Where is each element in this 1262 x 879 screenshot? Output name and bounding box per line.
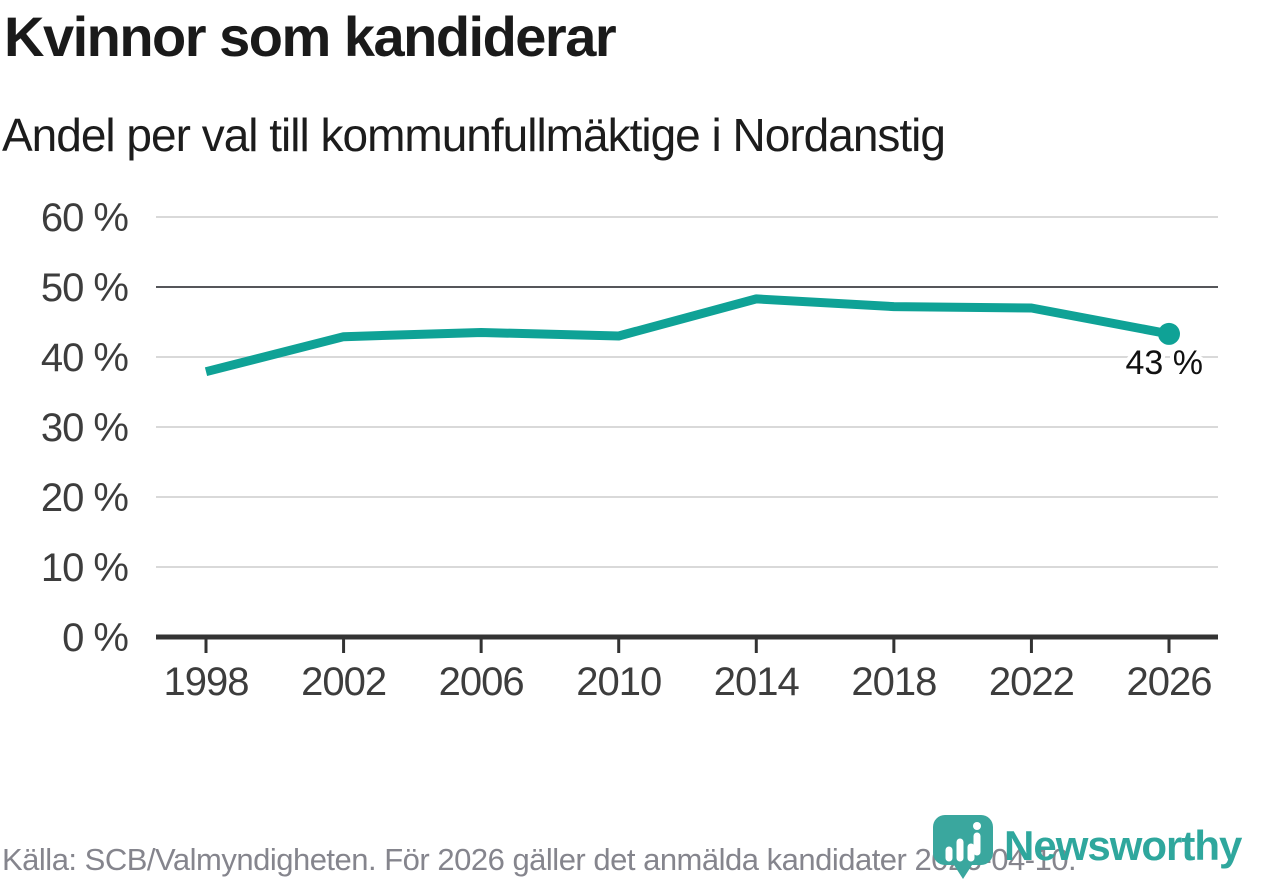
y-axis-tick-label: 20 % [41,476,129,520]
series-line [204,294,1170,377]
x-axis-tick-label: 2026 [1127,660,1212,704]
newsworthy-wordmark: Newsworthy [1004,822,1242,869]
x-axis-tick-label: 2022 [989,660,1074,704]
newsworthy-logo-icon [933,815,993,879]
y-axis-tick-label: 10 % [41,546,129,590]
y-axis-tick-label: 30 % [41,406,129,450]
chart-subtitle: Andel per val till kommunfullmäktige i N… [2,109,946,161]
x-axis-tick-label: 2010 [576,660,661,704]
logo-bars-icon [945,832,981,862]
x-axis-tick-label: 2014 [714,660,800,704]
source-note: Källa: SCB/Valmyndigheten. För 2026 gäll… [2,842,1077,877]
y-axis-tick-label: 40 % [41,336,129,380]
chart-title: Kvinnor som kandiderar [4,5,617,68]
series-end-dot [1158,322,1180,345]
end-value-label: 43 % [1126,344,1204,382]
x-axis-tick-label: 2018 [851,660,936,704]
x-axis-tick-label: 2006 [439,660,524,704]
x-axis-tick-label: 1998 [164,660,249,704]
y-axis-tick-label: 50 % [41,266,129,310]
logo-dot-icon [973,822,981,830]
y-axis-tick-label: 60 % [41,196,129,240]
newsworthy-brand: Newsworthy [932,814,1242,879]
x-axis-tick-label: 2002 [301,660,386,704]
y-axis-tick-label: 0 % [62,616,128,660]
